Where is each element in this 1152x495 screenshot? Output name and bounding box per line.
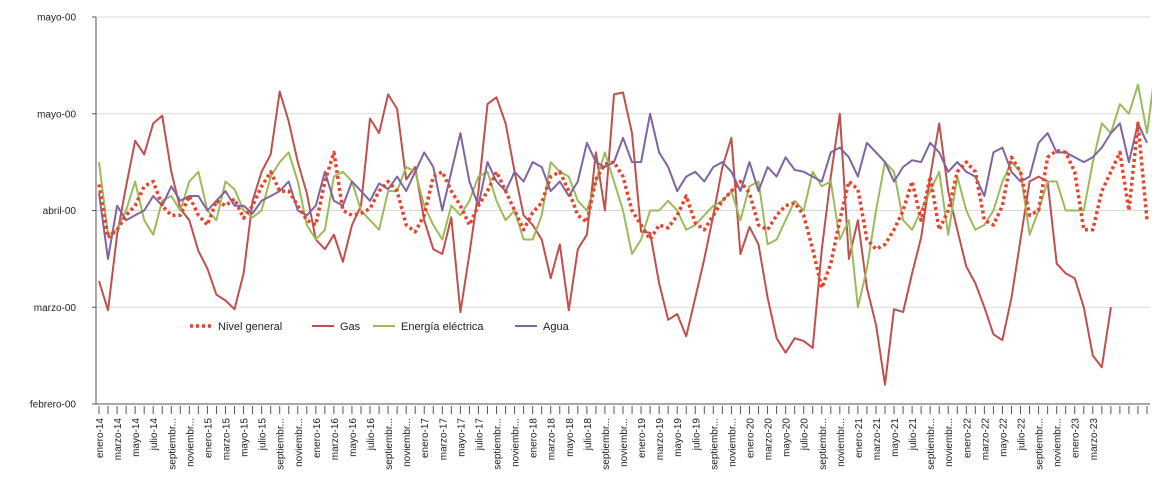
legend-label: Agua: [543, 321, 570, 333]
x-tick-label: marzo-22: [980, 418, 991, 461]
x-tick-label: enero-18: [529, 418, 540, 458]
x-tick-label: enero-14: [95, 418, 106, 458]
x-tick-label: enero-19: [637, 418, 648, 458]
x-tick-label: noviembr...: [185, 418, 196, 467]
x-tick-label: noviembr...: [294, 418, 305, 467]
x-tick-label: mayo-16: [348, 418, 359, 457]
x-tick-label: mayo-14: [131, 418, 142, 457]
x-tick-label: mayo-17: [456, 418, 467, 457]
gridlines: [96, 16, 1150, 308]
x-tick-label: julio-17: [474, 418, 485, 452]
x-tick-label: noviembr...: [836, 418, 847, 467]
x-tick-label: julio-14: [149, 418, 160, 452]
x-tick-label: noviembr...: [511, 418, 522, 467]
y-tick-label: mayo-00: [37, 109, 76, 120]
x-tick-label: enero-16: [312, 418, 323, 458]
y-tick-label: abril-00: [43, 206, 77, 217]
y-tick-label: mayo-00: [37, 13, 76, 24]
x-tick-label: mayo-15: [240, 418, 251, 457]
legend-label: Energía eléctrica: [401, 321, 484, 333]
x-tick-label: marzo-16: [330, 418, 341, 461]
x-tick-label: enero-20: [745, 418, 756, 458]
x-tick-label: marzo-18: [547, 418, 558, 461]
x-tick-label: mayo-22: [998, 418, 1009, 457]
x-tick-label: marzo-17: [438, 418, 449, 461]
x-tick-label: marzo-20: [764, 418, 775, 461]
legend-label: Nivel general: [218, 321, 282, 333]
x-tick-label: mayo-19: [673, 418, 684, 457]
legend: Nivel general Gas Energía eléctrica Agua: [190, 321, 570, 333]
x-tick-label: julio-22: [1017, 418, 1028, 452]
series-line-nivel-general: [97, 121, 1149, 290]
x-tick-label: enero-23: [1071, 418, 1082, 458]
x-tick-label: septiembr...: [167, 418, 178, 470]
x-tick-label: marzo-21: [872, 418, 883, 461]
series-lines: [97, 83, 1152, 386]
x-tick-label: septiembr...: [818, 418, 829, 470]
x-axis-tick-labels: enero-14 marzo-14 mayo-14 julio-14 septiembr…: [95, 418, 1100, 470]
x-tick-label: marzo-14: [113, 418, 124, 461]
x-tick-label: julio-16: [366, 418, 377, 452]
x-tick-label: septiembr...: [493, 418, 504, 470]
x-tick-label: mayo-18: [565, 418, 576, 457]
x-tick-label: enero-22: [962, 418, 973, 458]
x-tick-label: julio-18: [583, 418, 594, 452]
x-tick-label: julio-21: [908, 418, 919, 452]
x-tick-label: septiembr...: [926, 418, 937, 470]
x-tick-label: septiembr...: [709, 418, 720, 470]
x-tick-label: julio-19: [691, 418, 702, 452]
x-tick-label: septiembr...: [1035, 418, 1046, 470]
x-tick-label: enero-21: [854, 418, 865, 458]
x-tick-label: noviembr...: [402, 418, 413, 467]
y-tick-label: febrero-00: [30, 400, 77, 411]
series-line-gas: [98, 90, 1112, 386]
x-tick-label: julio-20: [800, 418, 811, 452]
x-tick-label: noviembr...: [944, 418, 955, 467]
x-tick-label: enero-17: [420, 418, 431, 458]
x-tick-label: septiembr...: [601, 418, 612, 470]
x-tick-label: mayo-21: [890, 418, 901, 457]
x-tick-label: marzo-19: [655, 418, 666, 461]
x-tick-label: noviembr...: [619, 418, 630, 467]
axes: [92, 16, 1150, 414]
x-tick-label: septiembr...: [276, 418, 287, 470]
x-tick-label: julio-15: [258, 418, 269, 452]
x-tick-label: enero-15: [203, 418, 214, 458]
y-axis-tick-labels: febrero-00 marzo-00 abril-00 mayo-00 mayo-00: [30, 13, 77, 411]
x-tick-label: mayo-20: [782, 418, 793, 457]
legend-label: Gas: [340, 321, 361, 333]
x-tick-label: noviembr...: [1053, 418, 1064, 467]
y-tick-label: marzo-00: [34, 303, 77, 314]
series-line-agua: [98, 112, 1148, 260]
x-tick-label: marzo-15: [221, 418, 232, 461]
x-tick-label: marzo-23: [1089, 418, 1100, 461]
x-tick-label: noviembr...: [727, 418, 738, 467]
x-tick-label: septiembr...: [384, 418, 395, 470]
